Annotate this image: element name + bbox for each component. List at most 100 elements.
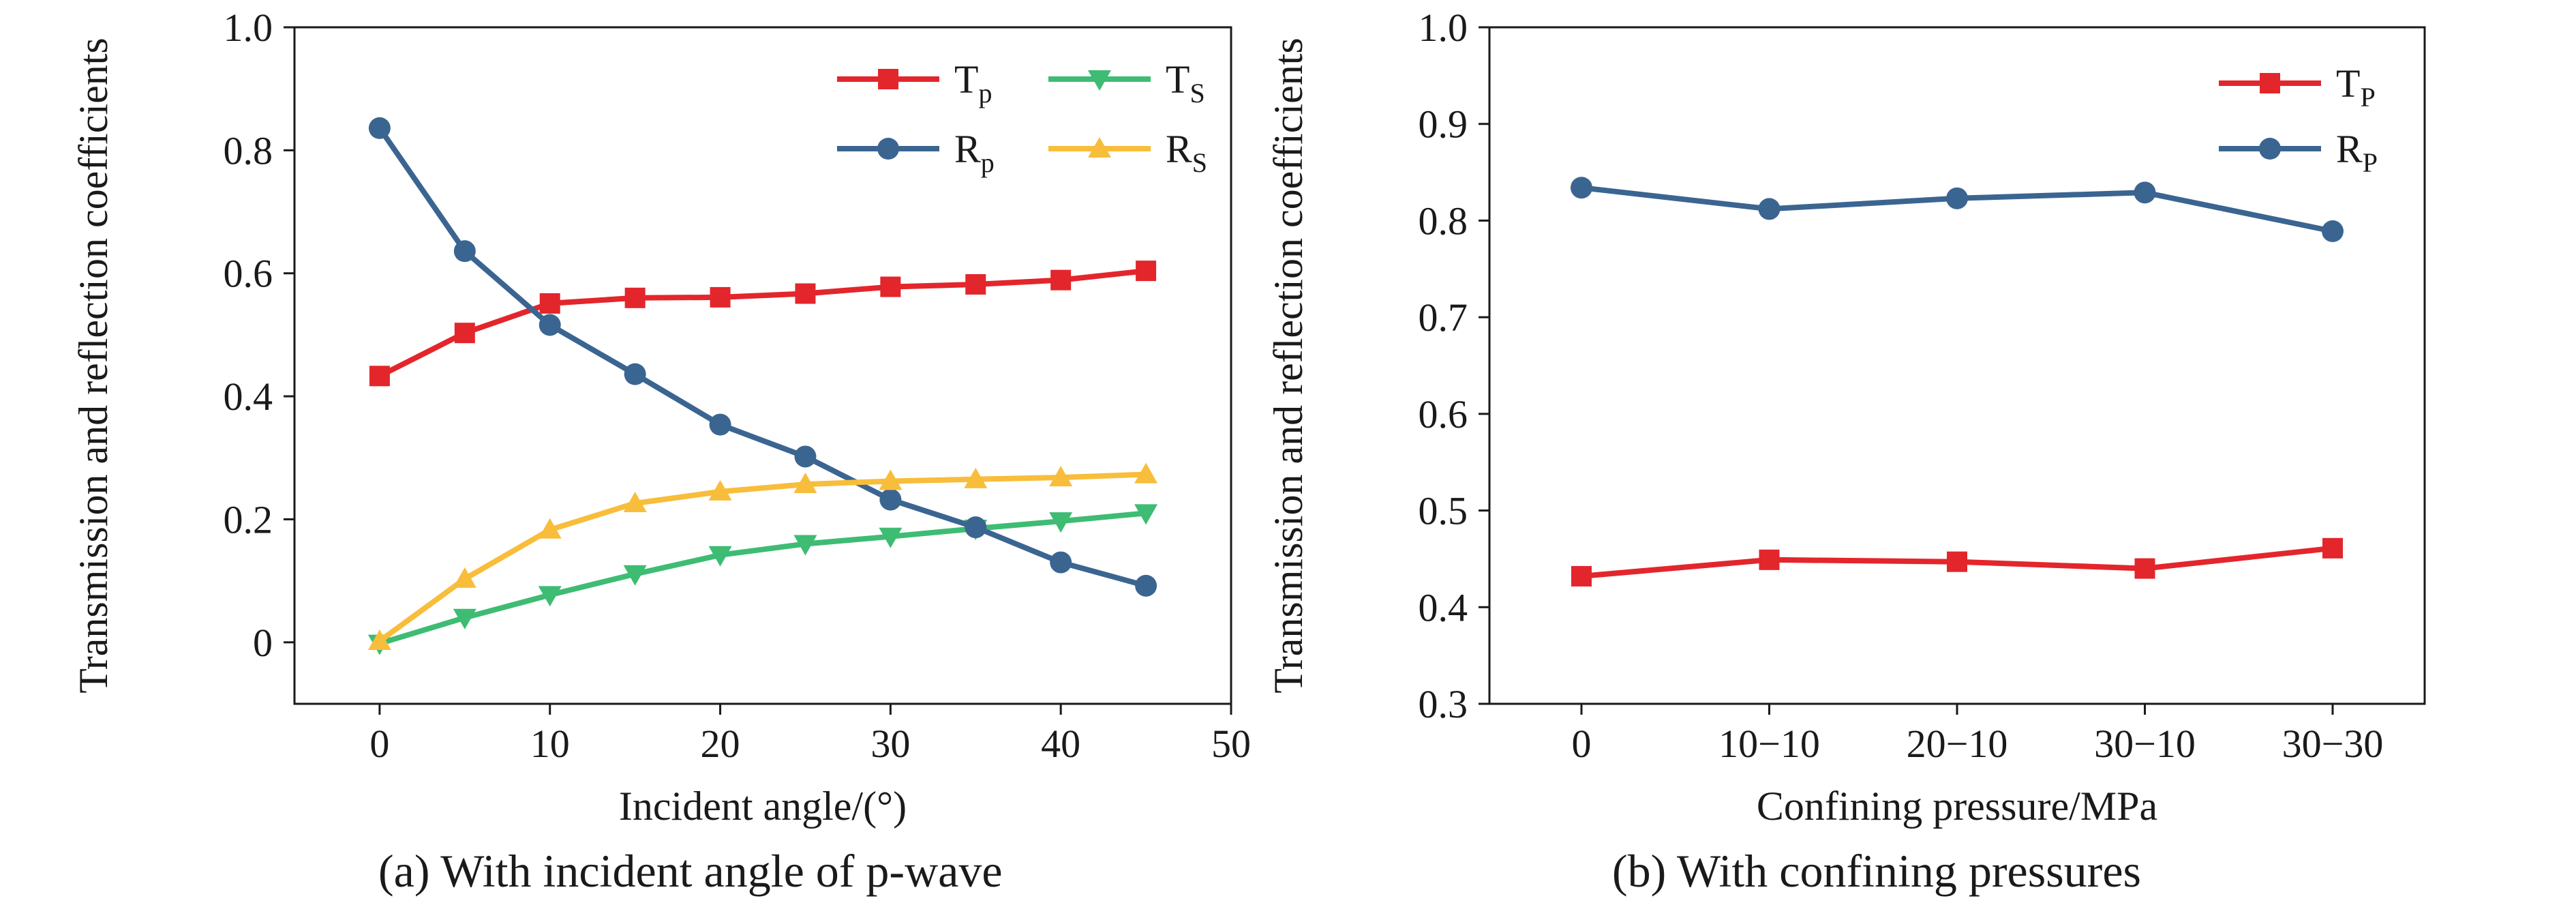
point-Rp-5 [794,445,817,468]
point-Tp-6 [880,276,901,297]
point-RS-1 [453,567,476,588]
y-tick-label: 1.0 [224,5,273,50]
y-tick-label: 0.9 [1419,102,1468,147]
plot-frame [1488,26,2426,705]
point-RS-5 [793,473,817,494]
point-RS-7 [964,467,988,488]
point-Tp-5 [795,283,816,304]
chart-b: 0.3 0.4 0.5 0.6 0.7 0.8 0.9 1.0 0 10−10 20−10 30−10… [1266,5,2426,829]
legend-marker [2259,138,2281,160]
point-RS-8 [1049,466,1073,487]
legend-marker [1088,137,1111,158]
point-RP-4 [2322,220,2344,243]
point-Rp-4 [709,413,731,436]
point-TP-2 [1947,551,1967,572]
x-axis-label: Confining pressure/MPa [1757,784,2157,829]
y-axis-label: Transmission and reflection coefficients [1266,38,1311,693]
point-Rp-9 [1135,574,1157,597]
legend-label: Rp [954,127,995,178]
point-Tp-4 [710,286,731,308]
point-RP-0 [1571,177,1592,199]
point-Rp-1 [453,240,476,263]
x-tick-label: 30−10 [2094,722,2196,766]
point-RP-2 [1946,187,1968,209]
x-tick-label: 10 [530,722,570,766]
point-Rp-6 [879,488,902,511]
series-line-Rp [377,126,1147,589]
point-Rp-3 [624,363,646,385]
x-tick-label: 50 [1211,722,1251,766]
point-TS-2 [538,586,562,607]
y-axis-label: Transmission and reflection coefficients [71,38,116,693]
x-tick-label: 10−10 [1718,722,1820,766]
point-TP-1 [1759,549,1780,570]
x-tick-label: 20−10 [1907,722,2008,766]
legend: Tp TS Rp RS [837,57,1207,178]
point-Tp-1 [454,323,475,344]
y-tick-label: 0.8 [224,128,273,173]
legend-label: RS [1166,127,1207,178]
legend-marker [878,69,898,89]
legend-entry-Tp: Tp [837,57,992,108]
x-tick-label: 0 [1572,722,1592,766]
point-Rp-0 [368,117,391,139]
point-TS-5 [793,535,817,556]
y-tick-label: 0.5 [1419,489,1468,533]
legend-label: TS [1166,57,1205,108]
y-tick-label: 0.4 [1419,585,1468,629]
legend-marker [1088,70,1111,91]
legend-label: Tp [954,57,992,108]
x-tick-label: 30 [870,722,910,766]
point-TP-0 [1571,565,1592,587]
caption-a: (a) With incident angle of p-wave [378,845,1003,897]
chart-a: 0 0.2 0.4 0.6 0.8 1.0 0 10 20 30 40 50 Incident angl… [71,5,1251,829]
point-RS-3 [623,492,647,513]
y-tick-label: 1.0 [1419,5,1468,50]
legend-label: TP [2336,61,2376,113]
y-tick-label: 0.3 [1419,682,1468,726]
legend-entry-TP: TP [2219,61,2376,113]
y-tick-label: 0.6 [224,252,273,296]
series-line-Tp [378,268,1147,379]
x-axis-label: Incident angle/(°) [619,784,907,829]
point-TS-9 [1134,504,1158,525]
point-RS-0 [367,629,391,651]
point-Tp-2 [539,293,560,314]
point-Tp-3 [624,287,646,308]
point-Tp-7 [965,273,986,295]
point-TS-3 [623,565,647,586]
legend-entry-RS: RS [1048,127,1207,178]
x-tick-label: 20 [701,722,740,766]
caption-b: (b) With confining pressures [1612,845,2141,897]
point-Rp-2 [539,314,561,336]
point-TS-8 [1049,512,1073,533]
legend-entry-Rp: Rp [837,127,995,178]
x-tick-label: 40 [1041,722,1080,766]
point-TS-4 [708,546,732,567]
legend-marker [877,138,899,160]
series-line-TS [378,510,1147,647]
point-RP-3 [2134,181,2156,204]
plot-frame [293,26,1232,705]
point-RS-2 [538,518,562,539]
y-tick-label: 0.2 [224,497,273,541]
point-Rp-7 [965,516,987,539]
y-tick-label: 0 [253,621,273,665]
point-TP-4 [2322,537,2343,559]
y-tick-label: 0.7 [1419,295,1468,340]
legend-entry-RP: RP [2219,127,2378,178]
point-RS-4 [708,479,732,501]
point-TS-6 [879,527,903,548]
point-TS-1 [453,608,476,629]
x-tick-label: 0 [369,722,389,766]
point-Tp-9 [1136,261,1157,282]
point-RS-9 [1134,462,1158,484]
point-RP-1 [1758,198,1781,220]
point-Tp-0 [369,366,390,387]
point-TP-3 [2134,558,2155,579]
x-tick-label: 30−30 [2282,722,2384,766]
point-Tp-8 [1050,269,1072,291]
y-tick-label: 0.6 [1419,392,1468,436]
point-RS-6 [879,469,903,490]
